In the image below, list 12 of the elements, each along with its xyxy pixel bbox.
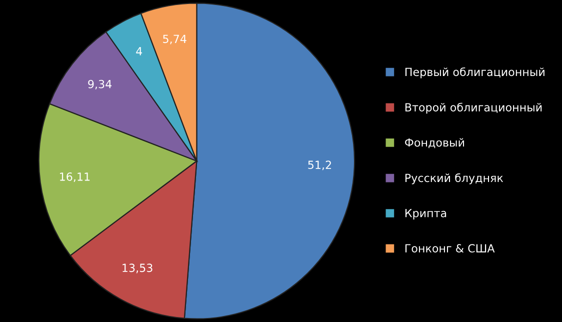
data-label: 16,11 <box>60 172 90 182</box>
data-label: 5,74 <box>163 34 186 44</box>
data-label: 9,34 <box>88 80 112 90</box>
legend-label: Второй облигационный <box>405 102 542 114</box>
data-label: 13,53 <box>122 264 152 274</box>
data-label: 51,2 <box>308 160 331 170</box>
legend-label: Крипта <box>405 209 446 220</box>
legend-label: Фондовый <box>405 138 464 148</box>
legend-label: Гонконг & США <box>405 244 495 253</box>
legend-label: Русский блудняк <box>405 173 504 184</box>
legend-label: Первый облигационный <box>405 67 544 78</box>
data-label: 4 <box>136 47 142 56</box>
